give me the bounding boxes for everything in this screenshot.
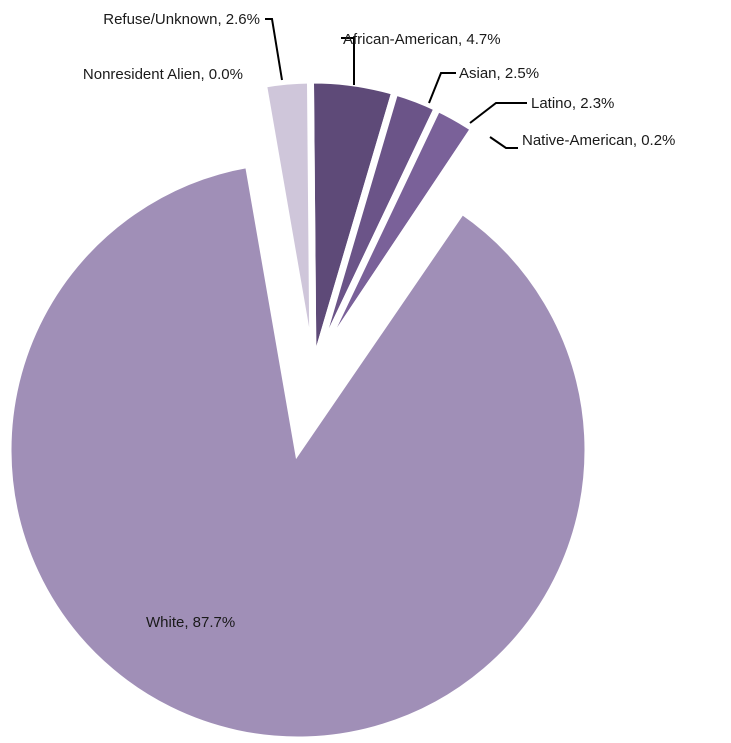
pie-slices (4, 76, 592, 743)
slice-refuse-unknown (259, 76, 317, 371)
data-label-african-american: African-American, 4.7% (343, 31, 501, 48)
leader-line-refuse-unknown (265, 18, 283, 81)
data-label-nonresident-alien: Nonresident Alien, 0.0% (83, 66, 243, 83)
data-label-latino: Latino, 2.3% (531, 95, 614, 112)
data-labels: African-American, 4.7% Asian, 2.5% Latino,… (83, 11, 676, 631)
leader-lines (265, 18, 527, 149)
data-label-asian: Asian, 2.5% (459, 65, 539, 82)
slice-native-american (310, 123, 482, 372)
leader-line-asian (428, 72, 456, 104)
leader-line-african-american (341, 37, 355, 85)
leader-line-native-american (489, 136, 518, 149)
leader-line-latino (469, 102, 527, 124)
data-label-refuse-unknown: Refuse/Unknown, 2.6% (103, 11, 260, 28)
data-label-native-american: Native-American, 0.2% (522, 132, 675, 149)
slice-white (4, 160, 592, 743)
data-label-white: White, 87.7% (146, 614, 235, 631)
